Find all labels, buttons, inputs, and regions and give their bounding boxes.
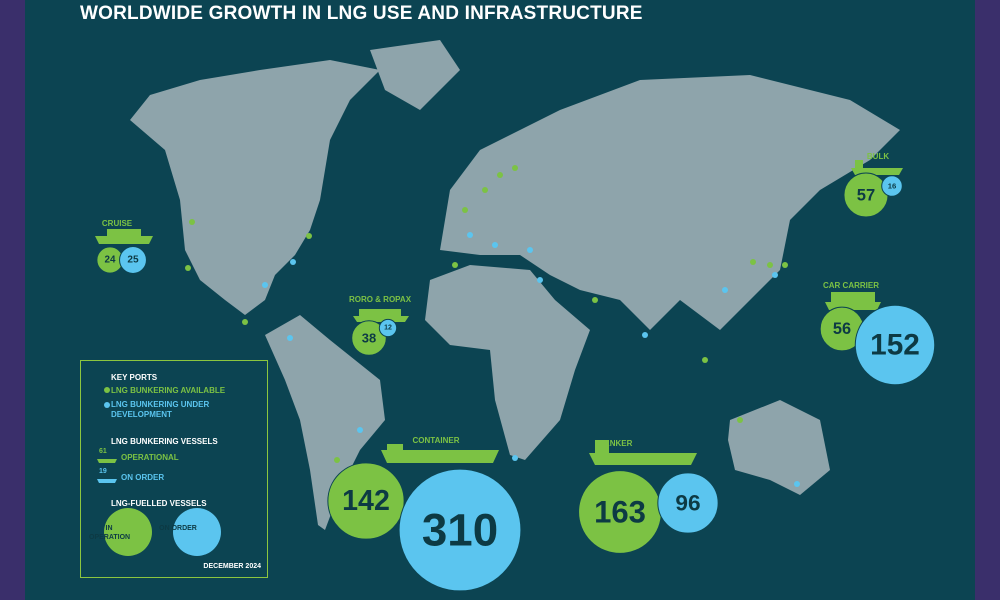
port-available xyxy=(497,172,503,178)
port-available xyxy=(512,165,518,171)
port-development xyxy=(290,259,296,265)
legend-bunker-icon xyxy=(97,479,117,483)
ship-icon xyxy=(825,292,881,310)
port-development xyxy=(512,455,518,461)
port-available xyxy=(737,417,743,423)
vessel-type: CONTAINER xyxy=(412,436,460,445)
vessel-count: 163 xyxy=(594,495,646,530)
vessel-count: 57 xyxy=(857,186,875,205)
south-america xyxy=(265,315,385,530)
legend-item: LNG BUNKERING UNDER DEVELOPMENT xyxy=(111,400,210,419)
vessel-type: CRUISE xyxy=(101,219,133,228)
title: WORLDWIDE GROWTH IN LNG USE AND INFRASTR… xyxy=(80,3,643,24)
port-development xyxy=(467,232,473,238)
vessel-count: 310 xyxy=(422,505,498,556)
legend-icons xyxy=(97,387,221,556)
infographic: 24 25 57 16 56 152 38 12 142 310 163 96 WORLDWIDE G… xyxy=(25,0,975,600)
legend: KEY PORTS LNG BUNKERING AVAILABLE LNG BU… xyxy=(80,360,268,578)
ship-icon xyxy=(381,444,499,463)
vessel-bubble xyxy=(119,246,147,274)
vessel-count: 24 xyxy=(105,255,116,266)
australia xyxy=(728,400,830,495)
port-available xyxy=(306,233,312,239)
legend-item: OPERATIONAL xyxy=(121,453,179,462)
ship-icons xyxy=(95,160,903,465)
port-available xyxy=(750,259,756,265)
port-development xyxy=(287,335,293,341)
port-available xyxy=(702,357,708,363)
vessel-type: BULK xyxy=(866,152,890,161)
port-development xyxy=(537,277,543,283)
vessel-bubble xyxy=(378,318,398,338)
legend-count: 61 xyxy=(99,448,107,455)
legend-dot-development xyxy=(104,402,110,408)
vessel-type: RORO & ROPAX xyxy=(348,295,412,304)
vessel-bubble xyxy=(657,472,719,534)
legend-date: DECEMBER 2024 xyxy=(203,563,261,570)
legend-circle-label: IN OPERATION xyxy=(89,525,131,541)
vessel-bubble xyxy=(881,175,903,197)
port-development xyxy=(262,282,268,288)
legend-circle-operation xyxy=(104,508,152,556)
port-development xyxy=(772,272,778,278)
port-available xyxy=(452,262,458,268)
ship-icon xyxy=(851,160,903,175)
vessel-count: 12 xyxy=(384,325,392,332)
vessel-bubbles: 24 25 57 16 56 152 38 12 142 310 163 96 xyxy=(96,172,936,592)
ship-icon xyxy=(95,229,153,244)
port-development xyxy=(527,247,533,253)
port-available xyxy=(185,265,191,271)
vessel-type: CAR CARRIER xyxy=(823,281,879,290)
port-available xyxy=(334,457,340,463)
greenland xyxy=(370,40,460,110)
vessel-count: 56 xyxy=(833,320,851,338)
port-development xyxy=(357,427,363,433)
port-available xyxy=(189,219,195,225)
legend-item: LNG BUNKERING AVAILABLE xyxy=(111,386,226,395)
port-development xyxy=(492,242,498,248)
legend-heading: LNG BUNKERING VESSELS xyxy=(111,437,218,446)
north-america xyxy=(130,60,380,315)
legend-circle-label: ON ORDER xyxy=(159,525,197,532)
ship-icon xyxy=(353,309,409,322)
vessel-count: 142 xyxy=(342,485,390,517)
vessel-bubble xyxy=(398,468,522,592)
port-available xyxy=(767,262,773,268)
vessel-count: 152 xyxy=(870,329,920,362)
vessel-count: 96 xyxy=(675,491,700,516)
vessel-count: 25 xyxy=(127,255,139,266)
port-development xyxy=(722,287,728,293)
port-available xyxy=(482,187,488,193)
legend-dot-available xyxy=(104,387,110,393)
vessel-type: TANKER xyxy=(599,439,633,448)
legend-circle-order xyxy=(173,508,221,556)
port-development xyxy=(794,481,800,487)
legend-heading: LNG-FUELLED VESSELS xyxy=(111,499,207,508)
vessel-bubble xyxy=(351,320,387,356)
port-available xyxy=(242,319,248,325)
port-available xyxy=(782,262,788,268)
world-map: 24 25 57 16 56 152 38 12 142 310 163 96 xyxy=(95,40,936,592)
port-available xyxy=(592,297,598,303)
vessel-count: 16 xyxy=(888,182,897,191)
legend-heading: KEY PORTS xyxy=(111,373,158,382)
port-available xyxy=(462,207,468,213)
continents xyxy=(130,40,900,530)
port-development xyxy=(642,332,648,338)
vessel-bubble xyxy=(854,304,936,386)
legend-count: 19 xyxy=(99,468,107,475)
vessel-bubble xyxy=(327,462,405,540)
vessel-count: 38 xyxy=(362,331,376,346)
ship-icon xyxy=(589,440,697,465)
africa xyxy=(425,265,590,460)
port-dots xyxy=(185,165,800,487)
legend-bunker-icon xyxy=(97,459,117,463)
eurasia xyxy=(440,75,900,330)
legend-item: ON ORDER xyxy=(121,473,165,482)
